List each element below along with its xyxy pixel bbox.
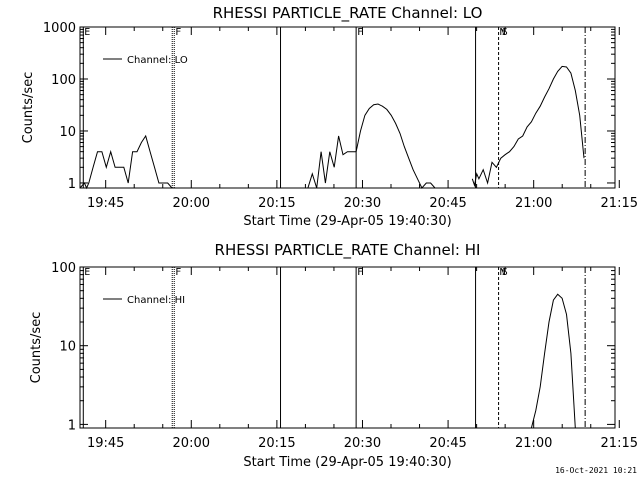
y-tick-label: 10 [59, 125, 76, 140]
x-tick-label: 20:30 [344, 436, 381, 451]
event-marker-label: S [502, 267, 508, 278]
x-tick-label: 21:15 [601, 436, 638, 451]
series-line [471, 65, 585, 188]
x-tick-label: 20:15 [258, 436, 295, 451]
y-tick-label: 1 [68, 418, 76, 433]
y-tick-label: 10 [59, 340, 76, 355]
x-tick-label: 19:45 [87, 196, 124, 211]
y-tick-label: 1000 [43, 21, 76, 36]
event-marker-label: S [502, 27, 508, 38]
chart-panel-1: RHESSI PARTICLE_RATE Channel: LO 19:45 20:… [21, 4, 638, 229]
chart-title: RHESSI PARTICLE_RATE Channel: LO [213, 4, 483, 23]
y-tick-label: 1 [68, 177, 76, 192]
series-line [79, 134, 173, 190]
x-tick-label: 20:45 [429, 196, 466, 211]
event-marker-label: F [357, 27, 363, 38]
x-tick-label: 20:45 [429, 436, 466, 451]
x-tick-label: 20:30 [344, 196, 381, 211]
event-marker-label: E [84, 267, 90, 278]
event-marker-label: F [175, 267, 181, 278]
event-marker-label: F [175, 27, 181, 38]
y-tick-label: 100 [51, 73, 76, 88]
x-tick-label: 20:15 [258, 196, 295, 211]
x-axis-label: Start Time (29-Apr-05 19:40:30) [243, 214, 451, 229]
x-tick-label: 21:00 [515, 436, 552, 451]
legend-label: Channel: LO [127, 55, 188, 66]
footer-timestamp: 16-Oct-2021 10:21 [555, 466, 637, 475]
chart-panel-2: RHESSI PARTICLE_RATE Channel: HI 19:45 20:… [29, 241, 638, 470]
x-tick-label: 20:00 [173, 436, 210, 451]
series-line [307, 103, 436, 189]
chart-title: RHESSI PARTICLE_RATE Channel: HI [215, 241, 481, 260]
x-axis-label: Start Time (29-Apr-05 19:40:30) [243, 455, 451, 470]
event-marker-label: N [500, 27, 506, 38]
legend-label: Channel: HI [127, 295, 185, 306]
event-marker-label: F [357, 267, 363, 278]
y-tick-label: 100 [51, 261, 76, 276]
x-tick-label: 21:00 [515, 196, 552, 211]
plot-frame [79, 26, 616, 189]
series-line [530, 293, 576, 429]
x-tick-label: 19:45 [87, 436, 124, 451]
x-tick-label: 20:00 [173, 196, 210, 211]
x-tick-label: 21:15 [601, 196, 638, 211]
y-axis-label: Counts/sec [21, 72, 36, 144]
y-axis-label: Counts/sec [29, 312, 44, 384]
plot-frame [79, 266, 616, 429]
event-marker-label: E [84, 27, 90, 38]
event-marker-label: N [500, 267, 506, 278]
